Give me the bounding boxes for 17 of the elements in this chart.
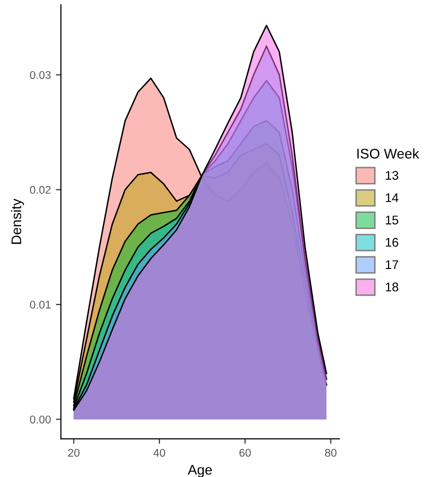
y-tick-label: 0.01 bbox=[30, 300, 51, 309]
y-tick-label: 0.00 bbox=[30, 416, 51, 424]
y-tick-label: 0.02 bbox=[30, 186, 51, 194]
y-tick-label: 0.03 bbox=[30, 71, 51, 79]
x-tick-label: 60 bbox=[239, 448, 251, 457]
legend-label: 16 bbox=[386, 238, 398, 247]
x-axis-title: Age bbox=[188, 464, 212, 477]
legend-title: ISO Week bbox=[357, 148, 420, 159]
legend-label: 18 bbox=[386, 282, 398, 292]
legend-label: 15 bbox=[386, 216, 398, 224]
x-tick-label: 80 bbox=[325, 448, 336, 457]
x-tick-label: 20 bbox=[68, 448, 80, 457]
legend-label: 17 bbox=[386, 260, 398, 269]
legend-label: 14 bbox=[386, 193, 398, 202]
x-tick-label: 40 bbox=[153, 448, 166, 457]
legend-label: 13 bbox=[386, 170, 398, 180]
y-axis-title: Density bbox=[11, 198, 24, 244]
